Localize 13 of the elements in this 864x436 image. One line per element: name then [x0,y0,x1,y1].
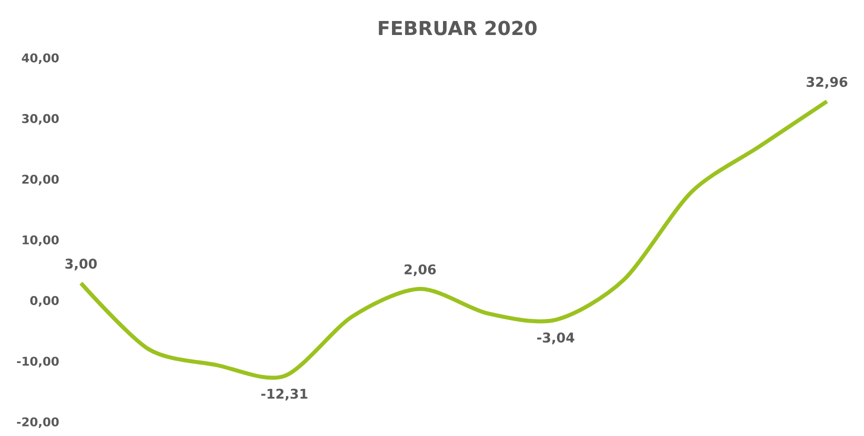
y-tick-label: -20,00 [17,417,59,428]
y-tick-label: -10,00 [17,356,59,368]
y-tick-label: 30,00 [22,114,59,125]
chart-title: FEBRUAR 2020 [378,20,537,36]
y-tick-label: 0,00 [30,296,59,307]
data-label: 2,06 [404,264,436,276]
data-label: 3,00 [65,258,97,270]
data-label: 32,96 [806,76,848,89]
y-tick-label: 40,00 [22,53,59,64]
y-tick-label: 20,00 [22,174,59,186]
data-label: -3,04 [537,332,574,344]
data-label: -12,31 [261,388,308,401]
y-tick-label: 10,00 [22,235,59,246]
